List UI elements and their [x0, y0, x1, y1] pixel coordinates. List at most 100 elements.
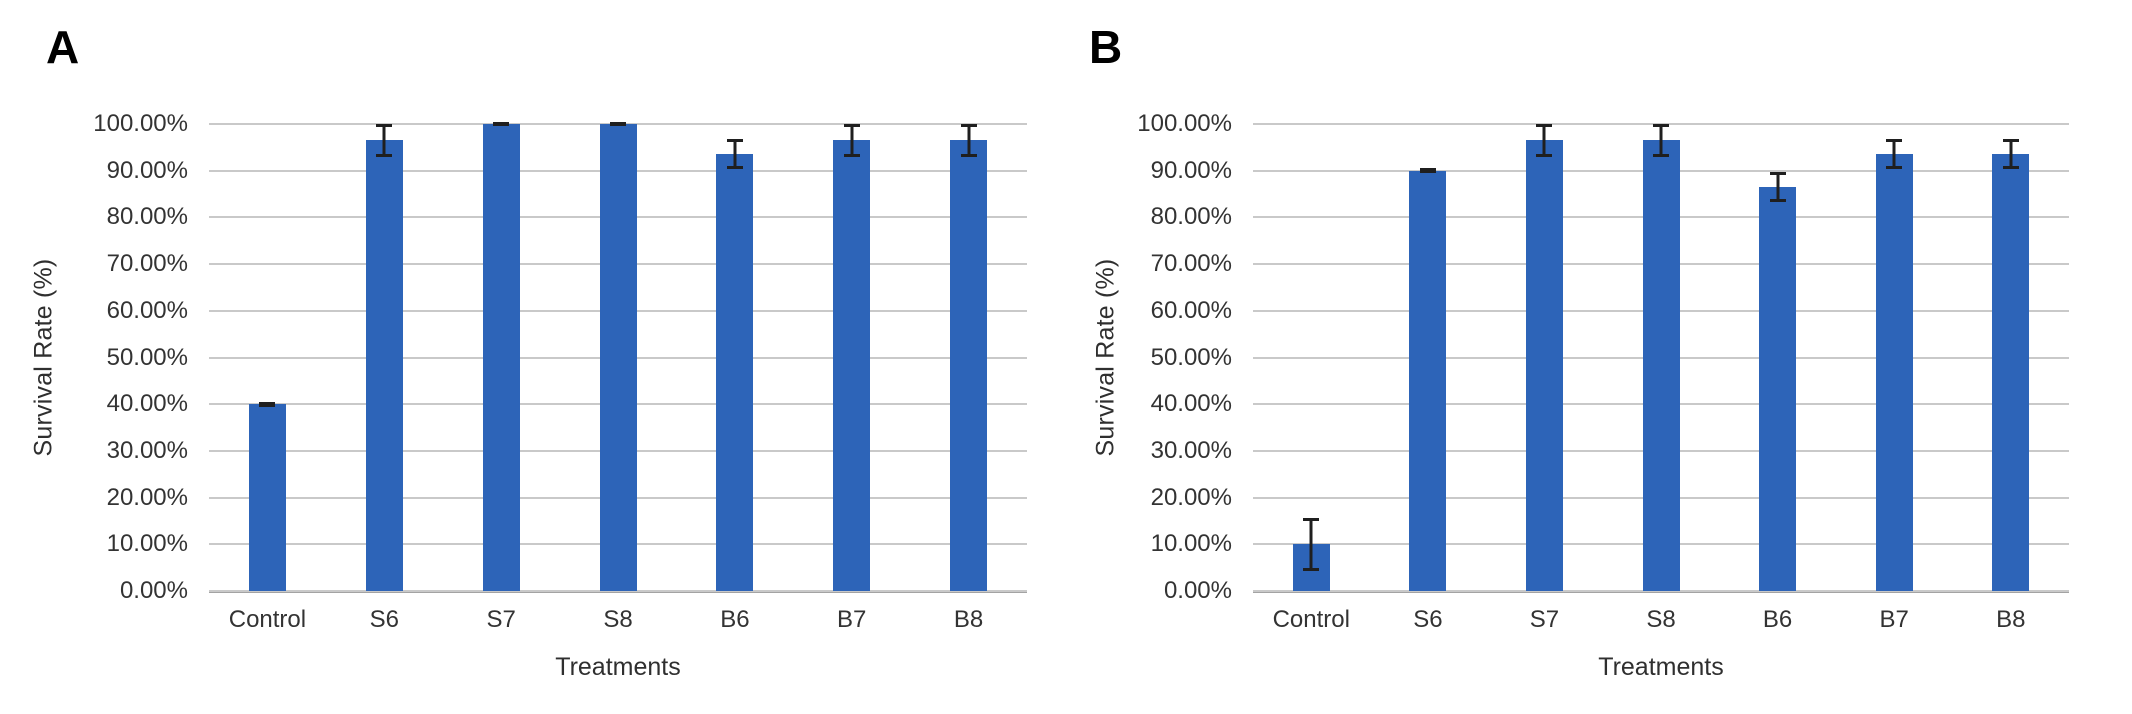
y-tick-label: 50.00% [1150, 343, 1232, 371]
y-tick-label: 80.00% [106, 203, 188, 231]
error-bar-cap-top [726, 139, 743, 143]
error-bar-line [1542, 124, 1546, 157]
x-tick-label-b8: B8 [953, 606, 984, 633]
panel-b-plot-column: Control S6 S7 S8 B6 B7 B8 Treatments [1253, 123, 2069, 682]
error-bar-line [382, 124, 386, 157]
gridline [1253, 590, 2069, 592]
x-tick-label-s7: S7 [486, 606, 516, 633]
error-bar-b8 [960, 124, 977, 157]
error-bar-cap-bottom [1653, 153, 1670, 157]
panel-a-x-axis-ticks: Control S6 S7 S8 B6 B7 B8 [209, 606, 1027, 637]
x-tick-label-s6: S6 [1413, 606, 1443, 633]
x-tick-label-s6: S6 [369, 606, 399, 633]
x-tick-label-s7: S7 [1529, 606, 1560, 633]
error-bar-s8 [610, 122, 626, 126]
y-tick-label: 60.00% [106, 296, 188, 324]
error-bar-line [1892, 139, 1896, 170]
bar-b7 [1875, 154, 1913, 591]
x-tick-label-b7: B7 [837, 606, 867, 633]
error-bar-line [1659, 124, 1663, 157]
bar-slot-b7 [793, 124, 910, 591]
error-bar-s7 [493, 122, 510, 126]
bar-slot-b7 [1836, 124, 1953, 591]
bar-b8 [950, 140, 988, 591]
error-bar-line [1776, 171, 1780, 203]
y-tick-label: 100.00% [1137, 110, 1232, 137]
x-tick-label-control: Control [1272, 606, 1350, 633]
x-tick-label-b6: B6 [1762, 606, 1793, 633]
x-tick-label-b6: B6 [720, 606, 750, 633]
error-bar-cap-top [843, 124, 860, 128]
error-bar-cap-top [2002, 139, 2019, 143]
error-bar-cap-top [1536, 124, 1553, 128]
error-bar-cap-top [1303, 517, 1320, 521]
y-tick-label: 100.00% [93, 110, 188, 137]
bar-s8 [599, 124, 637, 591]
gridline [209, 590, 1027, 592]
bar-s7 [482, 124, 520, 591]
y-tick-label: 30.00% [1150, 436, 1232, 464]
bar-slot-b8 [1952, 124, 2069, 591]
y-tick-label: 40.00% [106, 390, 188, 418]
bar-slot-s7 [443, 122, 560, 591]
panel-b-x-axis-ticks: Control S6 S7 S8 B6 B7 B8 [1253, 606, 2069, 637]
error-bar-s6 [1419, 168, 1436, 174]
bar-s8 [1642, 140, 1680, 591]
error-bar-cap-bottom [1886, 166, 1903, 170]
error-bar-line [2009, 139, 2013, 170]
error-bar-b7 [1886, 139, 1903, 170]
error-bar-control [259, 401, 276, 407]
y-tick-label: 70.00% [1150, 250, 1232, 278]
panel-b-chart: Survival Rate (%) 0.00% 10.00% 20.00% 30.00… [1066, 112, 2132, 682]
error-bar-b7 [843, 124, 860, 157]
panel-b-label: B [1089, 21, 1123, 73]
bar-slot-s6 [326, 124, 443, 591]
bars-layer [209, 122, 1027, 591]
panel-a-label: A [46, 21, 80, 73]
error-bar-cap-top [376, 124, 393, 128]
error-bar-cap-bottom [2002, 166, 2019, 170]
error-bar-cap-bottom [1303, 567, 1320, 571]
x-tick-label-b8: B8 [1996, 606, 2026, 633]
error-bar-line [967, 124, 971, 157]
error-bar-cap-bottom [1419, 170, 1436, 174]
error-bar-cap-bottom [726, 166, 743, 170]
bar-slot-b6 [676, 124, 793, 591]
panel-b: B Survival Rate (%) 0.00% 10.00% 20.00% 30.… [1066, 0, 2132, 714]
bar-s6 [1409, 170, 1447, 591]
bar-slot-s6 [1370, 124, 1487, 591]
bar-s7 [1525, 140, 1563, 591]
bar-slot-b6 [1719, 124, 1836, 591]
bar-b8 [1992, 154, 2030, 591]
error-bar-b8 [2002, 139, 2019, 170]
y-tick-label: 80.00% [1150, 203, 1232, 231]
panel-a-chart: Survival Rate (%) 0.00% 10.00% 20.00% 30.00… [0, 112, 1066, 682]
y-tick-label: 20.00% [1150, 483, 1232, 511]
bar-b6 [716, 154, 754, 591]
x-tick-label-s8: S8 [603, 606, 633, 633]
panel-a-plot-area [209, 122, 1027, 593]
y-tick-label: 90.00% [106, 156, 188, 184]
error-bar-cap-bottom [843, 153, 860, 157]
error-bar-line [850, 124, 854, 157]
error-bar-cap-top [1769, 171, 1786, 175]
y-tick-label: 20.00% [106, 483, 188, 511]
y-tick-label: 30.00% [106, 436, 188, 464]
y-tick-label: 70.00% [106, 250, 188, 278]
y-axis-title: Survival Rate (%) [1091, 258, 1120, 457]
bar-slot-s7 [1486, 124, 1603, 591]
y-tick-label: 60.00% [1150, 296, 1232, 324]
error-bar-cap-bottom [960, 153, 977, 157]
x-tick-label-s8: S8 [1646, 606, 1676, 633]
error-bar-line [1309, 517, 1313, 571]
error-bar-b6 [1769, 171, 1786, 203]
y-tick-label: 10.00% [106, 530, 188, 558]
bar-slot-s8 [560, 122, 677, 591]
x-axis-title: Treatments [555, 653, 681, 681]
error-bar-cap-bottom [1769, 199, 1786, 203]
bar-slot-s8 [1603, 124, 1720, 591]
bars-layer [1253, 124, 2069, 591]
y-tick-label: 40.00% [1150, 390, 1232, 418]
y-tick-label: 50.00% [106, 343, 188, 371]
